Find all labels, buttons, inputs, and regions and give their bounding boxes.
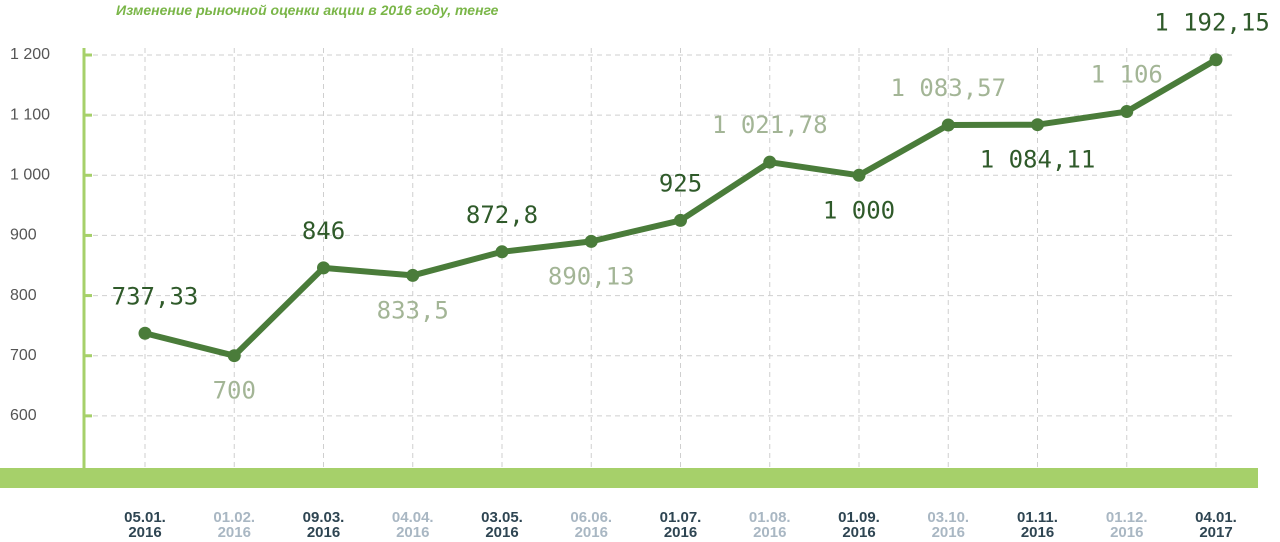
value-label: 846 bbox=[302, 217, 345, 245]
value-label: 737,33 bbox=[112, 282, 199, 310]
x-tick-label: 04.01. 2017 bbox=[1188, 510, 1244, 540]
point bbox=[317, 261, 330, 274]
point bbox=[1210, 53, 1223, 66]
x-tick-label: 03.10. 2016 bbox=[920, 510, 976, 540]
x-tick-label: 01.02. 2016 bbox=[206, 510, 262, 540]
value-label: 1 106 bbox=[1091, 61, 1163, 89]
point bbox=[139, 327, 152, 340]
page: 600 700 800 900 1 000 1 100 1 200 737,33 700 846 8… bbox=[0, 0, 1280, 542]
value-label: 925 bbox=[659, 169, 702, 197]
point bbox=[406, 269, 419, 282]
point bbox=[942, 119, 955, 132]
point bbox=[853, 169, 866, 182]
y-tick-label: 800 bbox=[10, 287, 37, 304]
point bbox=[1031, 118, 1044, 131]
x-tick-label: 04.04. 2016 bbox=[385, 510, 441, 540]
point bbox=[674, 214, 687, 227]
x-tick-label: 09.03. 2016 bbox=[296, 510, 352, 540]
value-label: 1 084,11 bbox=[980, 146, 1096, 174]
value-label: 1 083,57 bbox=[890, 74, 1006, 102]
point bbox=[228, 349, 241, 362]
point bbox=[1120, 105, 1133, 118]
x-tick-label: 01.11. 2016 bbox=[1010, 510, 1066, 540]
x-tick-label: 01.12. 2016 bbox=[1099, 510, 1155, 540]
point bbox=[763, 156, 776, 169]
point bbox=[496, 245, 509, 258]
y-tick-label: 1 100 bbox=[10, 106, 50, 123]
x-tick-label: 03.05. 2016 bbox=[474, 510, 530, 540]
x-tick-label: 01.07. 2016 bbox=[653, 510, 709, 540]
value-label: 1 000 bbox=[823, 196, 895, 224]
y-tick-label: 600 bbox=[10, 407, 37, 424]
y-tick-label: 1 000 bbox=[10, 167, 50, 184]
y-tick-label: 700 bbox=[10, 347, 37, 364]
value-label: 833,5 bbox=[377, 296, 449, 324]
x-tick-label: 01.08. 2016 bbox=[742, 510, 798, 540]
point bbox=[585, 235, 598, 248]
value-label: 890,13 bbox=[548, 262, 635, 290]
chart: 600 700 800 900 1 000 1 100 1 200 737,33 700 846 8… bbox=[0, 0, 1280, 542]
value-label: 1 192,15 bbox=[1154, 9, 1270, 37]
x-tick-label: 06.06. 2016 bbox=[563, 510, 619, 540]
value-label: 1 021,78 bbox=[712, 111, 828, 139]
x-tick-label: 05.01. 2016 bbox=[117, 510, 173, 540]
chart-title: Изменение рыночной оценки акции в 2016 г… bbox=[116, 2, 498, 18]
value-label: 872,8 bbox=[466, 201, 538, 229]
y-tick-label: 900 bbox=[10, 227, 37, 244]
x-axis-band bbox=[0, 468, 1258, 488]
x-tick-label: 01.09. 2016 bbox=[831, 510, 887, 540]
y-tick-label: 1 200 bbox=[10, 46, 50, 63]
value-label: 700 bbox=[213, 377, 256, 405]
